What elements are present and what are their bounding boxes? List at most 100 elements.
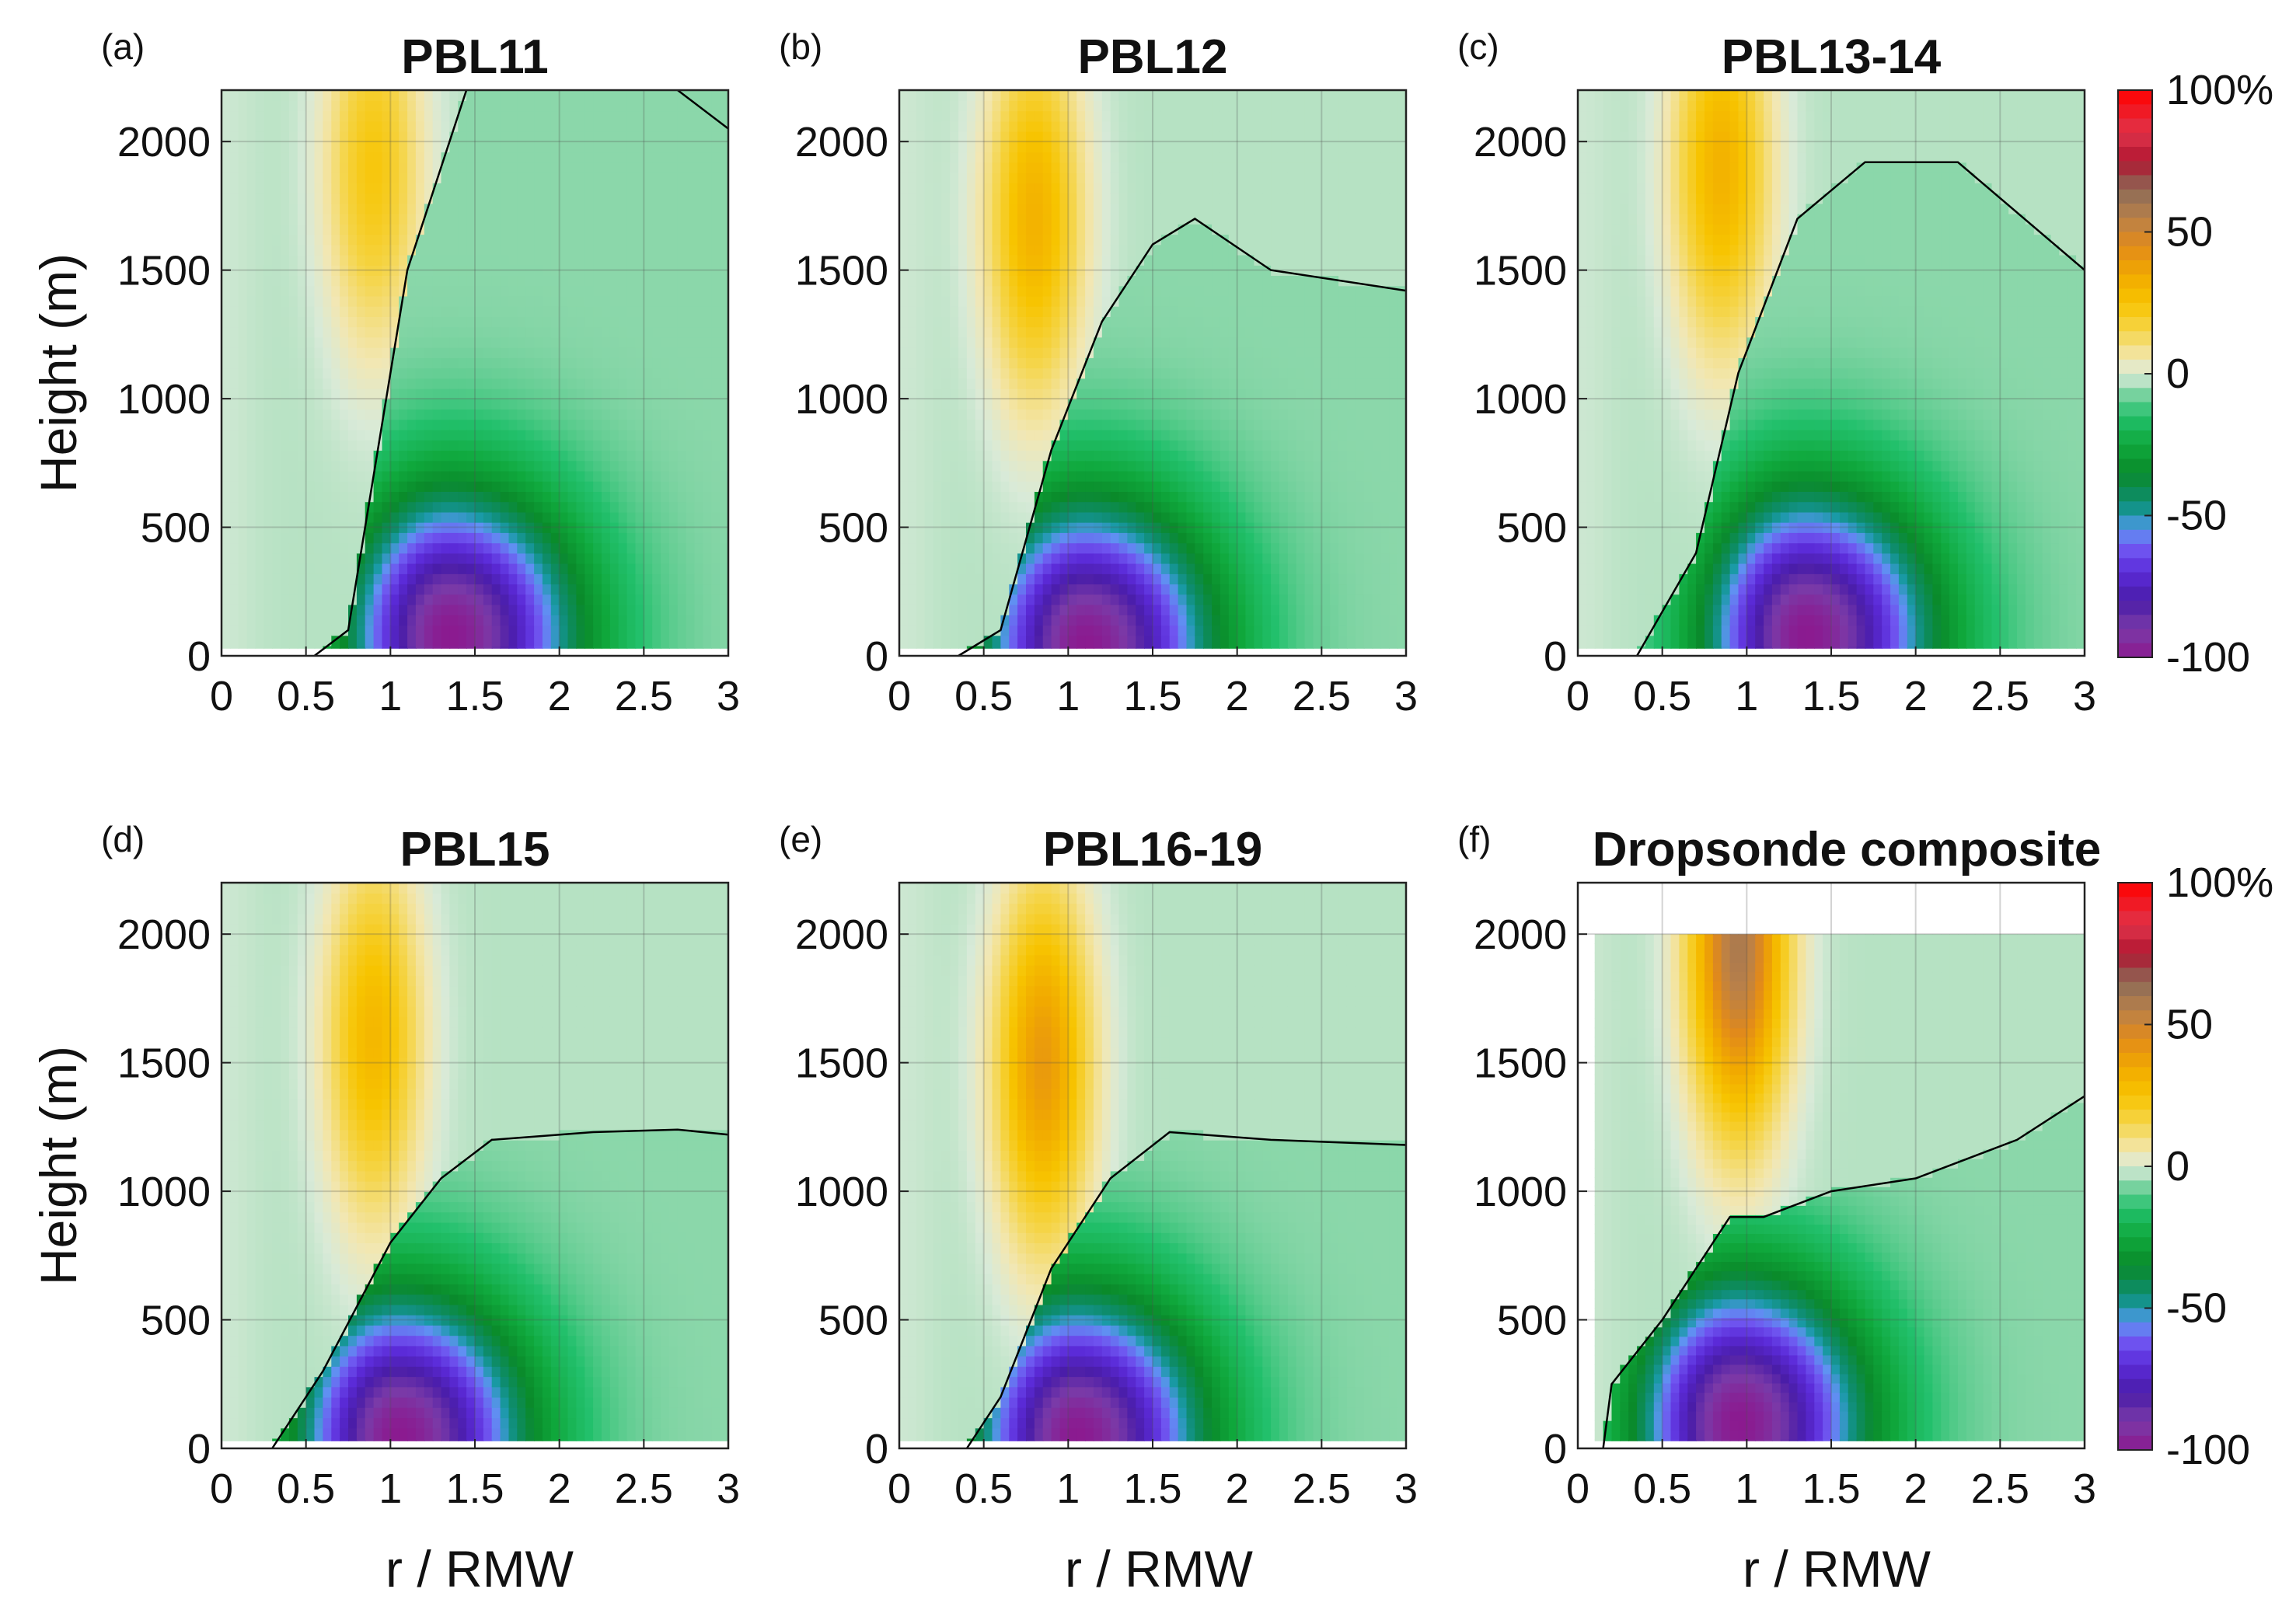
contour-cell <box>958 357 968 369</box>
contour-cell <box>593 347 602 358</box>
contour-cell <box>517 347 526 358</box>
contour-cell <box>1059 481 1069 492</box>
contour-cell <box>941 491 951 503</box>
contour-cell <box>1051 275 1061 287</box>
contour-cell <box>899 254 909 266</box>
contour-cell <box>390 573 400 585</box>
contour-cell <box>1009 470 1018 482</box>
contour-cell <box>1110 511 1120 523</box>
contour-cell <box>1127 295 1137 307</box>
contour-cell <box>899 388 909 399</box>
contour-cell <box>348 162 358 173</box>
contour-cell <box>458 131 467 142</box>
contour-cell <box>297 552 307 564</box>
contour-cell <box>1085 120 1094 132</box>
contour-cell <box>407 336 417 348</box>
contour-cell <box>1017 429 1027 441</box>
contour-cell <box>661 275 670 287</box>
contour-cell <box>941 594 951 605</box>
contour-cell <box>1068 645 1077 649</box>
contour-cell <box>263 213 273 225</box>
contour-cell <box>1051 224 1061 235</box>
contour-cell <box>1153 604 1162 615</box>
contour-cell <box>1017 399 1027 410</box>
contour-cell <box>1009 347 1018 358</box>
contour-cell <box>1068 573 1077 585</box>
contour-cell <box>255 563 265 574</box>
contour-cell <box>567 615 577 626</box>
contour-cell <box>992 604 1002 615</box>
contour-cell <box>1076 120 1086 132</box>
contour-cell <box>475 645 484 649</box>
contour-cell <box>559 481 569 492</box>
contour-cell <box>348 100 358 112</box>
contour-cell <box>542 521 552 533</box>
contour-cell <box>331 419 340 430</box>
contour-cell <box>373 542 383 554</box>
contour-cell <box>1009 368 1018 379</box>
contour-cell <box>238 131 248 142</box>
contour-cell <box>305 388 316 399</box>
contour-cell <box>652 100 661 112</box>
contour-cell <box>382 172 392 183</box>
contour-cell <box>222 336 231 348</box>
contour-cell <box>475 203 484 214</box>
contour-cell <box>1118 254 1129 266</box>
contour-cell <box>609 90 619 101</box>
contour-cell <box>958 399 968 410</box>
contour-cell <box>365 532 375 544</box>
contour-cell <box>1101 552 1111 564</box>
contour-cell <box>255 254 265 266</box>
contour-cell <box>407 470 417 482</box>
contour-cell <box>720 470 728 482</box>
contour-cell <box>407 265 417 276</box>
contour-cell <box>1144 409 1153 420</box>
contour-cell <box>373 316 383 328</box>
contour-cell <box>305 183 316 194</box>
contour-cell <box>263 388 273 399</box>
contour-cell <box>686 573 696 585</box>
contour-cell <box>576 542 586 554</box>
contour-cell <box>711 584 721 595</box>
contour-cell <box>441 429 451 441</box>
contour-cell <box>542 563 552 574</box>
contour-cell <box>1042 368 1052 379</box>
contour-cell <box>711 399 721 410</box>
contour-cell <box>399 440 408 451</box>
contour-cell <box>933 254 943 266</box>
contour-cell <box>677 357 687 369</box>
contour-cell <box>229 635 239 646</box>
contour-cell <box>644 162 653 173</box>
contour-cell <box>356 224 366 235</box>
contour-cell <box>668 244 679 256</box>
contour-cell <box>263 552 273 564</box>
contour-cell <box>1076 203 1086 214</box>
contour-cell <box>1144 368 1153 379</box>
contour-cell <box>907 347 917 358</box>
contour-cell <box>644 347 653 358</box>
contour-cell <box>399 481 408 492</box>
contour-cell <box>382 326 392 338</box>
contour-cell <box>677 285 687 297</box>
contour-cell <box>1127 275 1137 287</box>
contour-cell <box>958 316 968 328</box>
contour-cell <box>1093 450 1103 462</box>
contour-cell <box>899 120 909 132</box>
contour-cell <box>229 584 239 595</box>
contour-cell <box>1093 162 1103 173</box>
contour-cell <box>1093 388 1103 399</box>
contour-cell <box>668 429 679 441</box>
contour-cell <box>297 203 307 214</box>
contour-cell <box>975 429 985 441</box>
contour-cell <box>1085 429 1094 441</box>
contour-cell <box>281 532 290 544</box>
contour-cell <box>1034 615 1044 626</box>
contour-cell <box>246 254 256 266</box>
contour-cell <box>517 419 526 430</box>
contour-cell <box>711 429 721 441</box>
contour-cell <box>255 131 265 142</box>
contour-cell <box>1127 604 1137 615</box>
contour-cell <box>975 244 985 256</box>
contour-cell <box>449 532 459 544</box>
contour-cell <box>950 645 959 649</box>
